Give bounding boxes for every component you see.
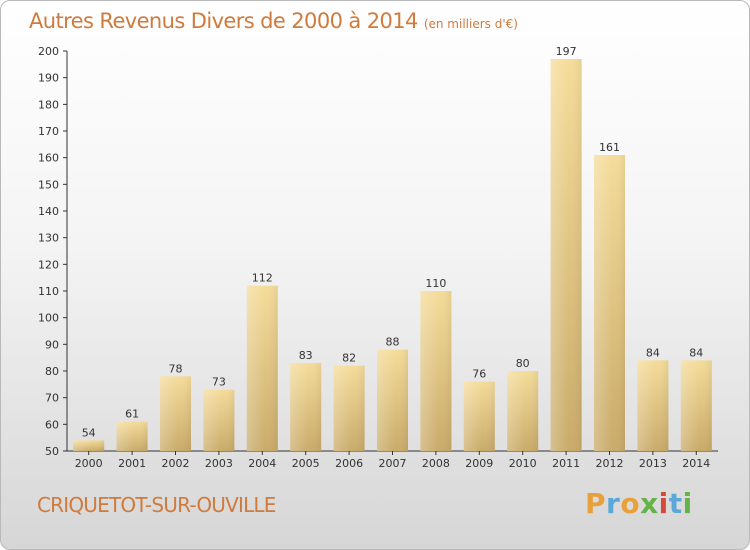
bar-shade	[160, 376, 191, 451]
bar-shade	[333, 365, 365, 451]
chart-title-text: Autres Revenus Divers de 2000 à 2014	[29, 9, 418, 33]
bar-shade	[203, 389, 235, 451]
data-label: 88	[386, 336, 400, 349]
y-tick-label: 160	[38, 152, 59, 165]
data-label: 110	[425, 277, 446, 290]
x-tick-label: 2011	[552, 457, 580, 470]
x-tick-label: 2014	[682, 457, 710, 470]
x-tick-label: 2006	[335, 457, 363, 470]
data-label: 76	[472, 368, 486, 381]
bar-shade	[637, 360, 669, 451]
y-tick-label: 170	[38, 125, 59, 138]
x-tick-label: 2003	[205, 457, 233, 470]
x-tick-label: 2013	[639, 457, 667, 470]
x-tick-label: 2007	[379, 457, 407, 470]
y-tick-label: 50	[45, 445, 59, 458]
x-tick-label: 2004	[248, 457, 276, 470]
data-label: 197	[556, 45, 577, 58]
x-tick-label: 2000	[75, 457, 103, 470]
logo-letter: x	[640, 487, 659, 520]
bar-shade	[246, 285, 278, 451]
bar-shade	[116, 421, 148, 451]
logo-letter: i	[658, 487, 669, 520]
y-tick-label: 80	[45, 365, 59, 378]
y-tick-label: 70	[45, 392, 59, 405]
y-tick-label: 150	[38, 178, 59, 191]
bar-shade	[463, 381, 495, 451]
bar-shade	[507, 371, 539, 451]
x-tick-label: 2001	[118, 457, 146, 470]
chart-title: Autres Revenus Divers de 2000 à 2014 (en …	[29, 9, 518, 33]
data-label: 84	[689, 346, 703, 359]
x-tick-label: 2005	[292, 457, 320, 470]
bar-shade	[290, 363, 322, 451]
data-label: 61	[125, 408, 139, 421]
logo-letter: P	[585, 487, 607, 520]
data-label: 73	[212, 376, 226, 389]
data-label: 80	[516, 357, 530, 370]
y-tick-label: 90	[45, 338, 59, 351]
location-name: CRIQUETOT-SUR-OUVILLE	[37, 493, 276, 517]
bar-shade	[680, 360, 712, 451]
data-label: 78	[169, 362, 183, 375]
x-tick-label: 2012	[596, 457, 624, 470]
logo-letter: o	[620, 487, 641, 520]
bar-shade	[377, 349, 408, 451]
x-tick-label: 2002	[162, 457, 190, 470]
x-tick-label: 2009	[465, 457, 493, 470]
y-tick-label: 100	[38, 312, 59, 325]
data-label: 161	[599, 141, 620, 154]
y-tick-label: 190	[38, 72, 59, 85]
y-tick-label: 130	[38, 232, 59, 245]
y-tick-label: 200	[38, 45, 59, 58]
bar-shade	[550, 59, 582, 451]
bar-shade	[420, 291, 452, 451]
x-tick-label: 2008	[422, 457, 450, 470]
data-label: 83	[299, 349, 313, 362]
data-label: 84	[646, 346, 660, 359]
data-label: 112	[252, 272, 273, 285]
data-label: 54	[82, 426, 96, 439]
y-tick-label: 60	[45, 418, 59, 431]
logo-letter: r	[606, 487, 621, 520]
chart-subtitle: (en milliers d'€)	[423, 17, 518, 31]
data-label: 82	[342, 352, 356, 365]
bar-shade	[73, 440, 105, 451]
logo-letter: t	[668, 487, 683, 520]
proxiti-logo: Proxiti	[585, 487, 693, 520]
bar-shade	[594, 155, 625, 451]
y-tick-label: 140	[38, 205, 59, 218]
y-tick-label: 110	[38, 285, 59, 298]
logo-letter: i	[682, 487, 693, 520]
y-tick-label: 180	[38, 98, 59, 111]
y-tick-label: 120	[38, 258, 59, 271]
x-tick-label: 2010	[509, 457, 537, 470]
